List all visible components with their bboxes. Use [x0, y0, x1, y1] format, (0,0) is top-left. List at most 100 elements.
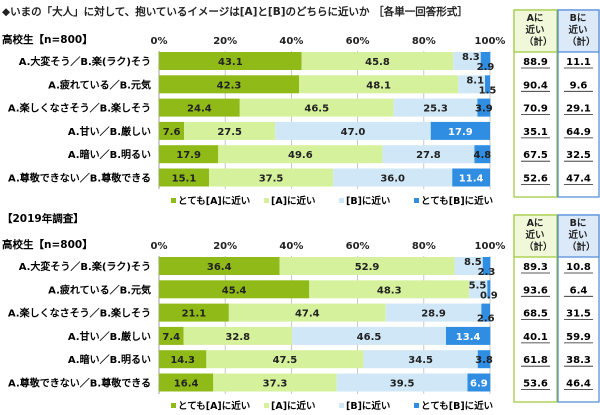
sample-label: 高校生【n=800】 [2, 238, 93, 251]
data-label: 49.6 [288, 150, 313, 161]
legend-label: [A]に近い [271, 195, 316, 207]
category-label: A.疲れている／B.元気 [48, 78, 151, 91]
bar-segment-3 [393, 98, 478, 117]
data-label: 37.5 [259, 174, 284, 185]
bar-segment-3 [275, 121, 431, 140]
x-tick-label: 20% [213, 36, 237, 47]
category-label: A.疲れている／B.元気 [48, 283, 151, 296]
bar-segment-4 [482, 257, 491, 275]
bar-segment-4 [481, 303, 490, 322]
bar-segment-1 [159, 326, 184, 345]
bar-segment-2 [218, 145, 383, 164]
legend-swatch [339, 403, 344, 408]
b-total-value: 32.5 [566, 150, 591, 161]
a-total-value: 67.5 [523, 150, 548, 161]
bar-segment-1 [159, 257, 280, 275]
a-total-value: 88.9 [523, 57, 548, 68]
data-label: 3.9 [475, 104, 493, 115]
data-label: 52.9 [355, 262, 380, 273]
x-tick-label: 80% [412, 36, 436, 47]
data-label: 36.0 [380, 174, 405, 185]
data-label: 39.5 [390, 379, 415, 390]
bar-segment-2 [228, 303, 386, 322]
legend-label: とても[A]に近い [178, 400, 250, 412]
data-label: 17.9 [448, 127, 473, 138]
a-total-header: Aに近い（計） [524, 13, 553, 48]
bar-segment-2 [279, 257, 455, 275]
data-label: 48.1 [366, 80, 391, 91]
data-label: 8.3 [462, 52, 480, 63]
bar-segment-4 [445, 326, 491, 345]
data-label: 27.5 [217, 127, 242, 138]
b-total-header-box [557, 214, 600, 258]
bar-segment-3 [382, 145, 475, 164]
data-label: 3.8 [475, 355, 493, 366]
x-tick-label: 100% [475, 241, 506, 252]
data-label: 1.5 [479, 85, 497, 96]
bar-segment-3 [458, 75, 486, 94]
category-label: A.暗い／B.明るい [68, 353, 151, 366]
x-tick-label: 0% [151, 36, 168, 47]
legend-label: とても[B]に近い [421, 400, 493, 412]
sample-label: 高校生【n=800】 [2, 33, 93, 46]
bar-segment-4 [477, 350, 491, 369]
data-label: 17.9 [176, 150, 201, 161]
bar-segment-3 [454, 257, 483, 275]
legend-swatch [171, 403, 176, 408]
a-total-value: 52.6 [523, 174, 548, 185]
a-total-value: 40.1 [523, 332, 548, 343]
b-total-value: 59.9 [566, 332, 591, 343]
data-label: 34.5 [408, 355, 433, 366]
legend-swatch [171, 198, 176, 203]
b-total-header: Bに近い（計） [567, 13, 596, 48]
bar-segment-4 [452, 168, 490, 187]
a-total-value: 90.4 [523, 80, 548, 91]
bar-segment-3 [336, 373, 468, 392]
data-label: 47.0 [341, 127, 366, 138]
data-label: 36.4 [207, 262, 232, 273]
category-label: A.楽しくなさそう／B.楽しそう [8, 307, 151, 320]
bar-segment-4 [474, 145, 491, 164]
x-tick-label: 20% [213, 241, 237, 252]
b-total-value: 64.9 [566, 127, 591, 138]
b-total-value: 31.5 [566, 309, 591, 320]
bar-segment-4 [467, 373, 491, 392]
data-label: 45.8 [365, 57, 390, 68]
data-label: 25.3 [423, 104, 448, 115]
data-label: 46.5 [357, 332, 382, 343]
category-label: A.尊敬できない／B.尊敬できる [8, 377, 151, 390]
legend-swatch [414, 198, 419, 203]
x-tick-label: 60% [346, 241, 370, 252]
a-total-value: 68.5 [523, 309, 548, 320]
legend-label: [B]に近い [346, 400, 390, 412]
legend-label: [B]に近い [346, 195, 390, 207]
bar-segment-4 [477, 98, 491, 117]
legend-swatch [414, 403, 419, 408]
b-total-value: 38.3 [566, 355, 591, 366]
x-tick-label: 40% [279, 36, 303, 47]
bar-segment-3 [453, 52, 481, 70]
bar-segment-1 [159, 52, 302, 70]
section-label: 【2019年調査】 [2, 212, 84, 225]
x-tick-label: 60% [346, 36, 370, 47]
b-total-value: 10.8 [566, 262, 591, 273]
data-label: 21.1 [182, 309, 207, 320]
data-label: 16.4 [174, 379, 199, 390]
category-label: A.楽しくなさそう／B.楽しそう [8, 102, 151, 115]
bar-segment-3 [385, 303, 482, 322]
legend-swatch [339, 198, 344, 203]
bar-segment-1 [159, 168, 209, 187]
data-label: 47.5 [273, 355, 298, 366]
data-label: 4.8 [474, 150, 492, 161]
b-total-value: 11.1 [566, 57, 591, 68]
bar-segment-2 [208, 168, 334, 187]
bar-segment-4 [480, 52, 491, 70]
bar-segment-4 [487, 280, 491, 299]
a-total-value: 53.6 [523, 379, 548, 390]
b-total-header: Bに近い（計） [567, 218, 596, 253]
data-label: 24.4 [187, 104, 212, 115]
data-label: 43.1 [218, 57, 243, 68]
category-label: A.甘い／B.厳しい [68, 125, 151, 138]
bar-segment-2 [309, 280, 470, 299]
